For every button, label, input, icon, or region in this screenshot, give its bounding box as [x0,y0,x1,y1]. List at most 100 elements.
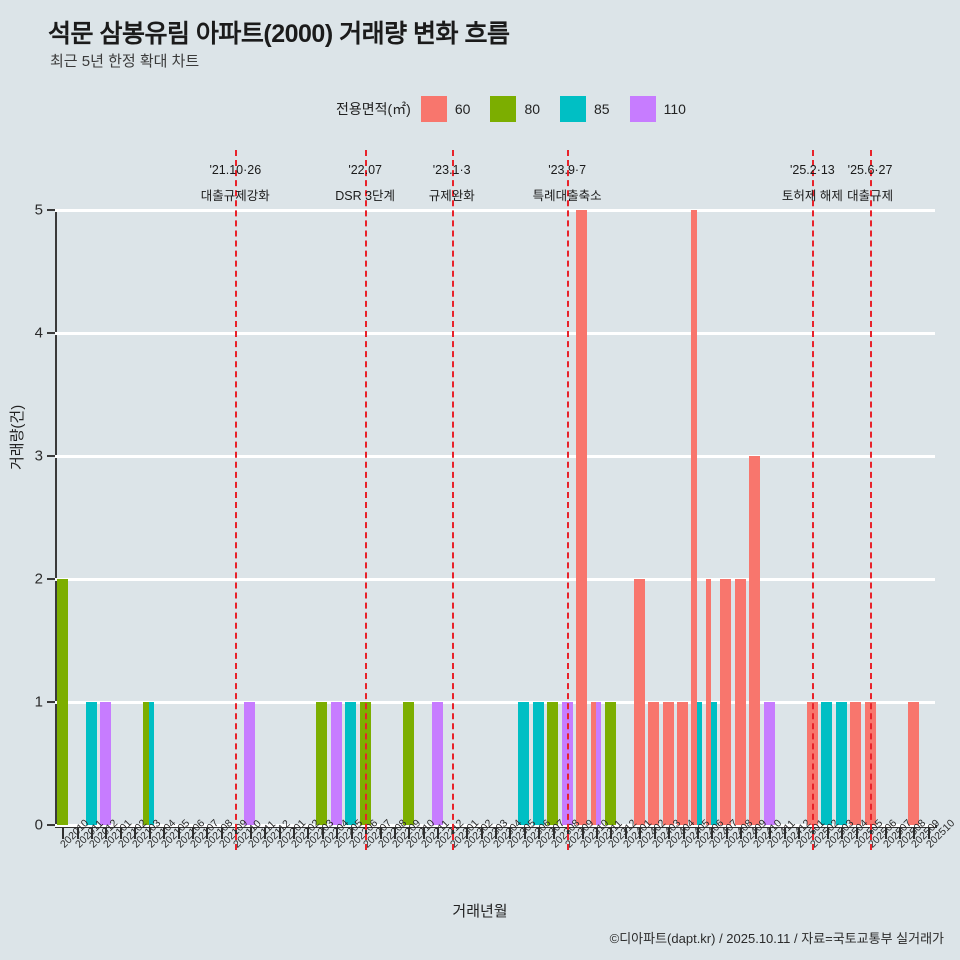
x-tick-202401 [624,828,627,839]
x-tick-202504 [841,828,844,839]
bar[interactable] [763,702,775,825]
x-tick-202311 [595,828,598,839]
y-tick-label-3: 3 [34,447,43,465]
bar[interactable] [518,702,530,825]
bar[interactable] [345,702,357,825]
bar[interactable] [56,579,68,825]
y-axis-line [55,210,57,825]
x-tick-202204 [321,828,324,839]
x-tick-202410 [754,828,757,839]
bar[interactable] [359,702,371,825]
x-tick-202202 [293,828,296,839]
legend-label-60: 60 [454,101,471,117]
chart-footer: ©디아파트(dapt.kr) / 2025.10.11 / 자료=국토교통부 실… [609,931,944,946]
annotation-line-202110 [235,150,238,850]
bar[interactable] [648,702,660,825]
annotation-date-202301: '23.1·3 [432,163,471,177]
bar[interactable] [590,702,596,825]
bar[interactable] [835,702,847,825]
x-tick-202408 [725,828,728,839]
bar[interactable] [100,702,111,825]
bar[interactable] [696,702,703,825]
x-tick-202201 [278,828,281,839]
x-tick-202205 [336,828,339,839]
gridline-1 [55,700,935,704]
bar[interactable] [143,702,149,825]
legend-items: 60 80 85 110 [420,96,706,122]
bar[interactable] [532,702,544,825]
bar[interactable] [561,702,573,825]
annotation-text-202301: 규제완화 [428,189,475,203]
annotation-date-202309: '23.9·7 [548,163,587,177]
legend-item-110[interactable]: 110 [629,96,700,122]
bar[interactable] [711,702,717,825]
annotation-text-202502: 토허제 해제 [781,189,843,203]
bar[interactable] [864,702,876,825]
legend-swatch-80 [490,96,517,122]
bar[interactable] [85,702,97,825]
annotation-date-202207: '22.07 [348,163,382,177]
gridline-0 [55,823,935,827]
x-tick-202211 [422,828,425,839]
annotation-text-202110: 대출규제강화 [200,189,270,203]
bar[interactable] [705,579,712,825]
bar[interactable] [576,210,588,825]
bar[interactable] [850,702,862,825]
chart-legend: 전용면적(㎡) 60 80 85 110 [336,96,706,122]
y-tick-mark-2 [47,578,55,580]
bar[interactable] [316,702,328,825]
y-tick-mark-1 [47,701,55,703]
x-tick-202101 [105,828,108,839]
bar[interactable] [907,702,919,825]
legend-item-60[interactable]: 60 [420,96,485,122]
bar[interactable] [633,579,645,825]
bar[interactable] [806,702,818,825]
bar[interactable] [821,702,833,825]
gridline-5 [55,208,935,212]
x-tick-202405 [682,828,685,839]
bar[interactable] [720,579,732,825]
bar[interactable] [244,702,256,825]
bar[interactable] [691,210,697,825]
y-tick-label-4: 4 [34,324,43,342]
bar[interactable] [677,702,688,825]
bar[interactable] [330,702,342,825]
x-tick-202407 [711,828,714,839]
x-tick-202510 [927,828,930,839]
legend-item-85[interactable]: 85 [560,96,624,122]
y-tick-mark-5 [47,209,55,211]
bar[interactable] [431,702,443,825]
page-title: 석문 삼봉유림 아파트(2000) 거래량 변화 흐름 [48,20,510,48]
bar[interactable] [604,702,616,825]
y-tick-label-1: 1 [34,693,43,711]
x-tick-202304 [495,828,497,839]
x-tick-202305 [509,828,512,839]
legend-label-85: 85 [594,101,610,117]
annotation-date-202110: '21.10·26 [209,163,262,177]
x-tick-202111 [249,828,252,839]
x-tick-202109 [220,828,223,839]
bar[interactable] [402,702,414,825]
y-tick-label-5: 5 [34,201,43,219]
x-tick-202312 [610,828,613,839]
annotation-line-202301 [451,150,454,850]
bar[interactable] [734,579,746,825]
annotation-date-202506: '25.6·27 [847,163,893,177]
y-tick-label-2: 2 [34,570,43,588]
x-tick-202507 [884,828,887,839]
x-tick-202212 [437,828,440,839]
x-tick-202303 [480,828,483,839]
bar[interactable] [547,702,559,825]
y-tick-mark-0 [47,824,55,826]
bar[interactable] [662,702,674,825]
bar[interactable] [148,702,155,825]
x-tick-202411 [769,828,772,839]
bar[interactable] [595,702,602,825]
x-tick-202206 [350,828,353,839]
x-tick-202503 [826,828,829,839]
x-tick-202508 [898,828,901,839]
legend-item-80[interactable]: 80 [490,96,554,122]
x-tick-202302 [466,828,469,839]
bar[interactable] [749,456,761,825]
